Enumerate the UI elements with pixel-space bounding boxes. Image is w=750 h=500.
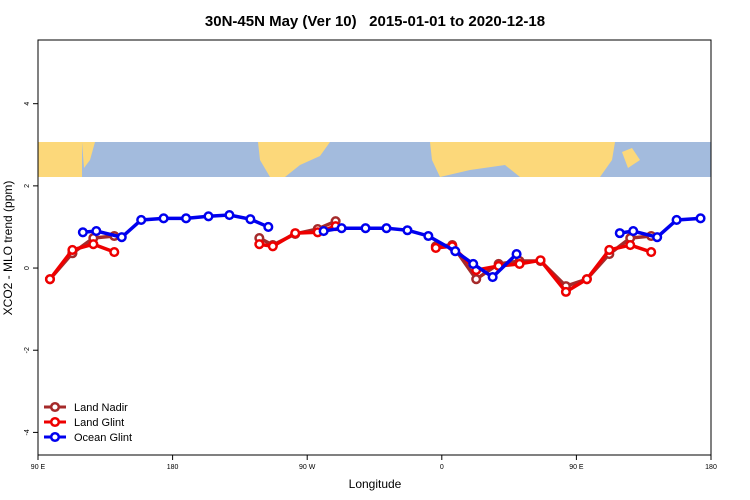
- point: [203, 211, 214, 222]
- y-tick-label: 4: [24, 102, 31, 106]
- point: [423, 230, 434, 242]
- series-line: [48, 219, 652, 289]
- legend-marker: [49, 416, 61, 428]
- x-axis-label: Longitude: [349, 477, 402, 491]
- point: [450, 246, 461, 257]
- legend-marker: [49, 401, 61, 413]
- point: [604, 244, 615, 256]
- legend-marker: [49, 431, 61, 443]
- point: [646, 246, 657, 258]
- point: [91, 226, 102, 237]
- x-tick-label: 90 E: [31, 464, 46, 471]
- x-tick-label: 180: [705, 464, 717, 471]
- point: [88, 239, 99, 250]
- point: [468, 258, 479, 269]
- x-tick-label: 90 W: [299, 464, 316, 471]
- point: [381, 223, 392, 234]
- chart-title: 30N-45N May (Ver 10) 2015-01-01 to 2020-…: [205, 13, 545, 30]
- point: [158, 213, 169, 224]
- point: [263, 221, 274, 233]
- x-tick-label: 0: [440, 464, 444, 471]
- point: [581, 274, 592, 285]
- point: [695, 213, 706, 224]
- point: [652, 232, 663, 243]
- point: [67, 244, 78, 256]
- legend-label: Land Glint: [74, 417, 124, 429]
- point: [136, 214, 147, 226]
- point: [109, 246, 120, 258]
- y-tick-label: 0: [24, 266, 31, 270]
- legend-label: Land Nadir: [74, 402, 128, 414]
- y-tick-label: -2: [24, 347, 31, 353]
- point: [254, 239, 265, 250]
- point: [224, 209, 235, 221]
- point: [290, 228, 301, 239]
- point: [614, 228, 625, 239]
- point: [514, 258, 525, 269]
- point: [318, 226, 329, 237]
- legend-label: Ocean Glint: [74, 432, 132, 444]
- point: [535, 255, 546, 266]
- map-strip: [38, 142, 711, 177]
- point: [628, 226, 639, 237]
- plot-frame: [37, 39, 712, 456]
- point: [625, 239, 636, 251]
- x-tick-label: 180: [167, 464, 179, 471]
- x-tick-label: 90 E: [569, 464, 584, 471]
- point: [245, 214, 256, 225]
- point: [44, 274, 56, 285]
- point: [116, 232, 127, 243]
- point: [402, 225, 413, 236]
- point: [360, 223, 371, 234]
- y-tick-label: -4: [24, 429, 31, 435]
- point: [77, 227, 88, 238]
- point: [560, 286, 571, 297]
- point: [471, 274, 482, 285]
- point: [511, 249, 522, 260]
- point: [430, 242, 441, 253]
- point: [671, 214, 682, 226]
- point: [336, 223, 347, 234]
- point: [267, 241, 278, 252]
- y-axis-label: XCO2 - MLO trend (ppm): [1, 181, 15, 316]
- point: [181, 213, 192, 224]
- point: [487, 272, 498, 283]
- y-tick-label: 2: [24, 184, 31, 188]
